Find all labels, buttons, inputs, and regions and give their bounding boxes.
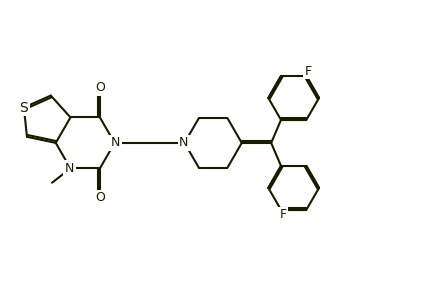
Text: S: S bbox=[19, 101, 28, 115]
Text: F: F bbox=[305, 65, 312, 78]
Text: N: N bbox=[111, 136, 120, 149]
Text: O: O bbox=[95, 191, 105, 204]
Text: F: F bbox=[305, 65, 312, 78]
Text: O: O bbox=[95, 191, 105, 204]
Text: F: F bbox=[280, 208, 286, 221]
Text: N: N bbox=[179, 136, 188, 149]
Text: N: N bbox=[65, 162, 74, 175]
Text: O: O bbox=[95, 81, 105, 94]
Text: S: S bbox=[19, 101, 28, 115]
Text: N: N bbox=[65, 162, 74, 175]
Text: O: O bbox=[95, 81, 105, 94]
Text: F: F bbox=[280, 208, 286, 221]
Text: N: N bbox=[111, 136, 120, 149]
Text: N: N bbox=[179, 136, 188, 149]
